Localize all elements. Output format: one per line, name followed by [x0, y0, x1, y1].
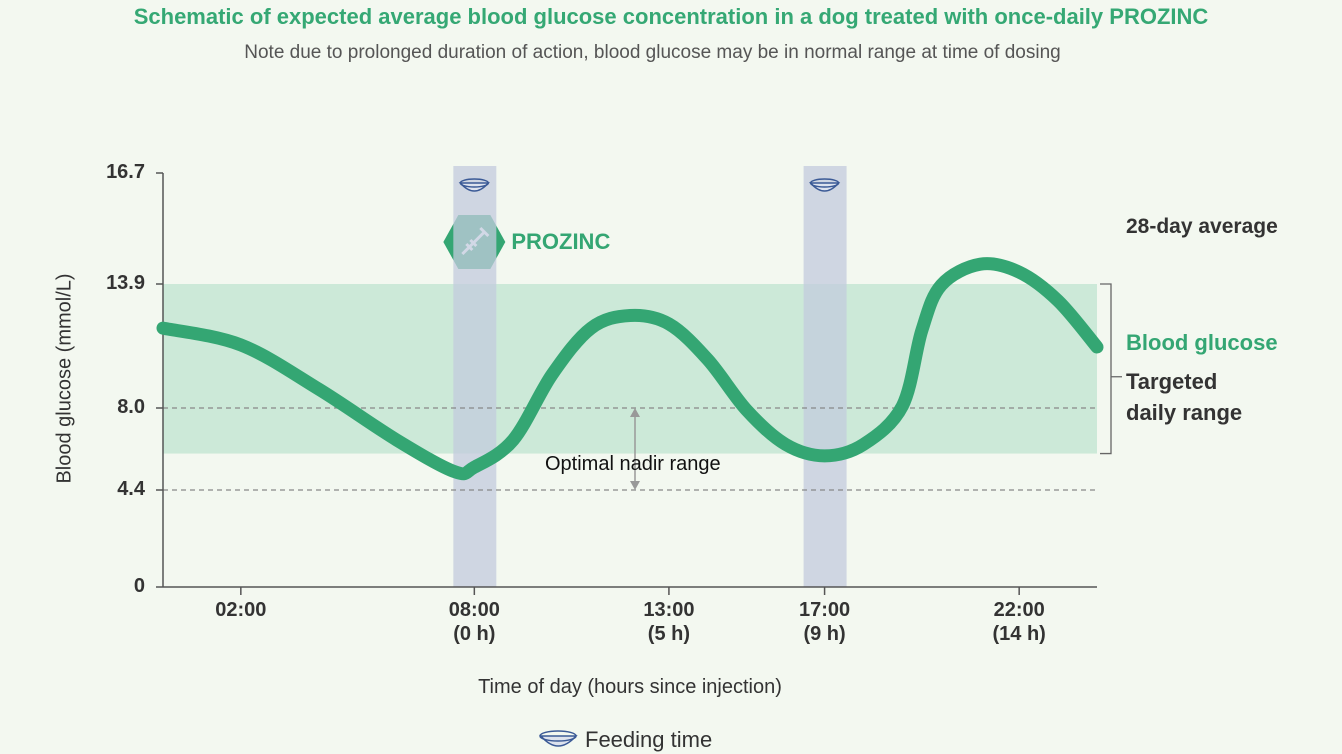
feeding-band — [453, 166, 497, 587]
feeding-icon-top — [459, 178, 490, 188]
feeding-legend-label: Feeding time — [585, 727, 713, 752]
y-tick-label: 16.7 — [106, 161, 145, 183]
feeding-icon-top — [809, 178, 840, 188]
y-axis-title: Blood glucose (mmol/L) — [53, 273, 76, 484]
chart-subtitle: Note due to prolonged duration of action… — [244, 42, 1061, 63]
x-tick-label: 13:00 (5 h) — [643, 599, 695, 645]
x-tick-label: 02:00 — [215, 599, 267, 621]
target-range-label: Targeted daily range — [1126, 369, 1243, 425]
x-tick-label: 22:00 (14 h) — [992, 599, 1046, 645]
x-tick-label: 08:00 (0 h) — [448, 599, 500, 645]
glucose-line — [156, 257, 1104, 481]
nadir-label: Optimal nadir range — [545, 453, 721, 475]
legend-title: 28-day average — [1126, 215, 1278, 238]
injection-label: PROZINC — [511, 229, 611, 254]
y-tick-label: 13.9 — [106, 272, 145, 294]
chart-title: Schematic of expected average blood gluc… — [133, 4, 1209, 29]
legend-label: Blood glucose — [1126, 330, 1278, 355]
target-range-bracket — [1100, 283, 1122, 455]
x-axis-title: Time of day (hours since injection) — [478, 676, 782, 698]
nadir-arrowhead — [630, 408, 640, 490]
y-tick-label: 8.0 — [117, 396, 145, 418]
y-tick-label: 0 — [133, 575, 145, 597]
y-tick-label: 4.4 — [117, 478, 145, 500]
feeding-legend-icon-top — [539, 730, 577, 742]
x-tick-label: 17:00 (9 h) — [799, 599, 851, 645]
feeding-band — [803, 166, 847, 587]
